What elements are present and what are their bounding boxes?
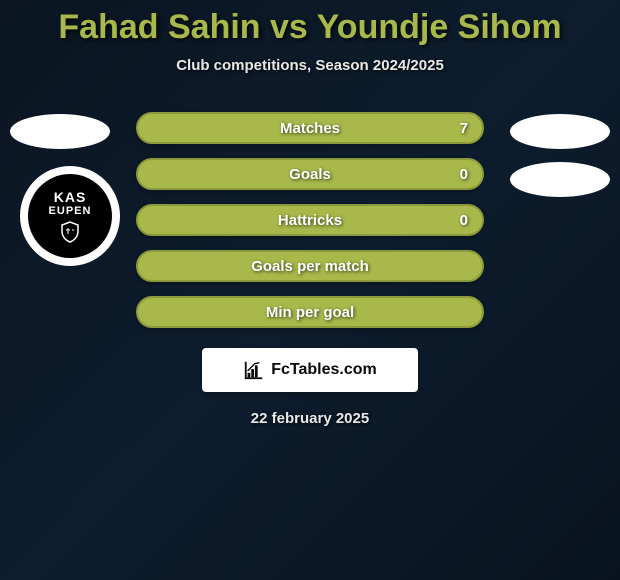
branding-text: FcTables.com	[271, 361, 377, 379]
stat-value: 0	[460, 212, 468, 229]
stat-label: Goals	[289, 166, 331, 183]
club-badge: KAS EUPEN	[28, 174, 112, 258]
branding-box[interactable]: FcTables.com	[202, 348, 418, 392]
club-badge-container: KAS EUPEN	[20, 166, 120, 266]
stat-bar-hattricks: Hattricks 0	[136, 204, 484, 236]
main-container: Fahad Sahin vs Youndje Sihom Club compet…	[0, 0, 620, 427]
club-badge-text-1: KAS	[54, 189, 87, 205]
page-subtitle: Club competitions, Season 2024/2025	[0, 57, 620, 74]
stat-label: Matches	[280, 120, 340, 137]
shield-icon	[58, 220, 82, 244]
stat-label: Hattricks	[278, 212, 342, 229]
flag-right-oval-1	[510, 114, 610, 149]
page-title: Fahad Sahin vs Youndje Sihom	[0, 8, 620, 47]
date-text: 22 february 2025	[0, 410, 620, 427]
flag-left-oval	[10, 114, 110, 149]
chart-icon	[243, 359, 265, 381]
club-badge-text-2: EUPEN	[49, 205, 92, 217]
stat-value: 0	[460, 166, 468, 183]
stat-bar-min-per-goal: Min per goal	[136, 296, 484, 328]
stat-bar-matches: Matches 7	[136, 112, 484, 144]
stat-bar-goals-per-match: Goals per match	[136, 250, 484, 282]
flag-right-oval-2	[510, 162, 610, 197]
stat-bar-goals: Goals 0	[136, 158, 484, 190]
stat-label: Goals per match	[251, 258, 369, 275]
stats-list: Matches 7 Goals 0 Hattricks 0 Goals per …	[136, 104, 484, 328]
stat-value: 7	[460, 120, 468, 137]
stat-label: Min per goal	[266, 304, 354, 321]
